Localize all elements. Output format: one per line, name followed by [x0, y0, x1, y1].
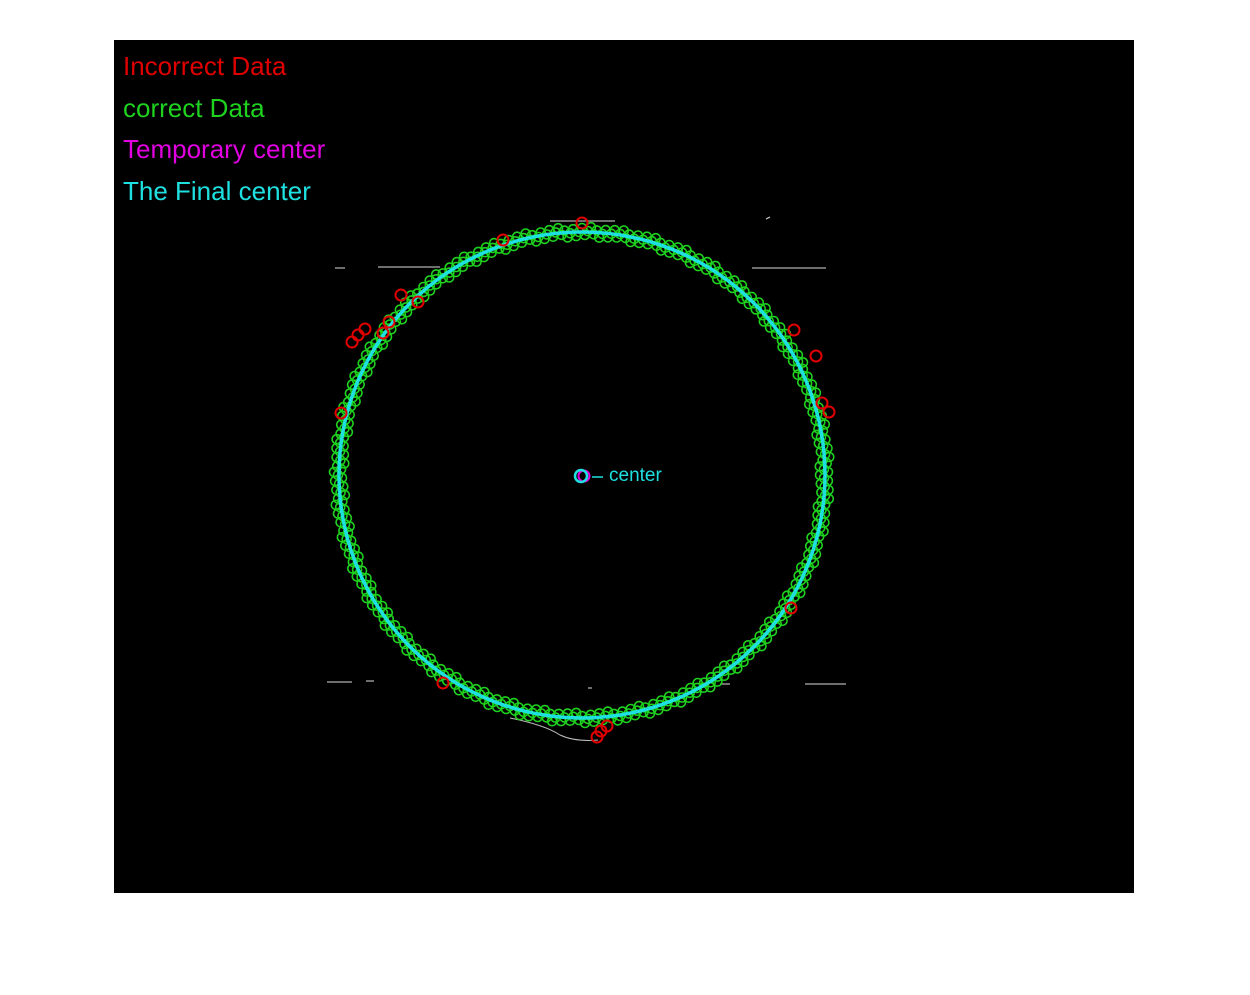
correct-data-point [397, 632, 409, 644]
correct-data-point [769, 322, 781, 333]
correct-data-point [371, 600, 383, 612]
legend: Incorrect Data correct Data Temporary ce… [123, 46, 325, 212]
legend-correct-data: correct Data [123, 92, 265, 123]
correct-data-point [763, 315, 775, 327]
incorrect-data-point [809, 349, 823, 363]
final-center-marker [573, 468, 589, 484]
correct-data-point [742, 639, 754, 651]
correct-data-point [684, 687, 696, 699]
image-background [114, 40, 1134, 893]
incorrect-data-point [784, 601, 798, 615]
correct-data-point [438, 669, 450, 681]
correct-data-point [724, 276, 735, 288]
correct-data-point [743, 644, 755, 656]
correct-data-point [760, 628, 772, 640]
correct-data-point [731, 658, 743, 669]
correct-data-point [787, 348, 799, 360]
final-fit-circle [337, 230, 827, 720]
incorrect-data-point [496, 233, 510, 247]
legend-temporary-center: Temporary center [123, 134, 326, 164]
correct-data-point [712, 671, 723, 682]
correct-data-point [779, 602, 791, 614]
correct-data-point [395, 309, 407, 320]
incorrect-data-point [815, 396, 829, 410]
center-annotation: center [609, 465, 662, 486]
incorrect-data-point [394, 288, 408, 302]
correct-data-point [356, 572, 367, 583]
correct-data-point [406, 644, 417, 655]
incorrect-data-point [334, 406, 348, 420]
legend-final-center: The Final center [123, 175, 311, 206]
correct-data-point [401, 645, 412, 656]
correct-data-point [731, 281, 743, 292]
correct-data-point [479, 246, 491, 258]
incorrect-data-point [787, 323, 801, 337]
correct-data-point [765, 621, 777, 632]
correct-data-point [420, 654, 432, 666]
edge-fragment [765, 216, 771, 220]
incorrect-data-point [411, 295, 425, 309]
incorrect-data-point [376, 326, 390, 340]
incorrect-data-point [345, 335, 359, 349]
correct-data-point [400, 302, 412, 313]
correct-data-point [748, 297, 760, 309]
correct-data-point [741, 292, 753, 304]
correct-data-point [390, 626, 402, 638]
incorrect-data-point [590, 730, 604, 744]
incorrect-data-point [382, 315, 396, 329]
incorrect-data-point [575, 216, 589, 230]
correct-data-point [450, 261, 462, 273]
correct-data-point [755, 635, 767, 647]
incorrect-data-point [436, 676, 450, 690]
correct-data-point [424, 280, 436, 291]
correct-data-point [737, 651, 749, 663]
edge-fragment [509, 717, 599, 741]
correct-data-point [413, 649, 425, 661]
correct-data-point [755, 303, 767, 315]
incorrect-data-points [334, 216, 836, 744]
incorrect-data-point [822, 405, 836, 419]
correct-data-point [406, 295, 417, 306]
correct-data-point [384, 620, 396, 631]
legend-incorrect-data: Incorrect Data [123, 51, 287, 81]
correct-data-point [418, 286, 430, 298]
